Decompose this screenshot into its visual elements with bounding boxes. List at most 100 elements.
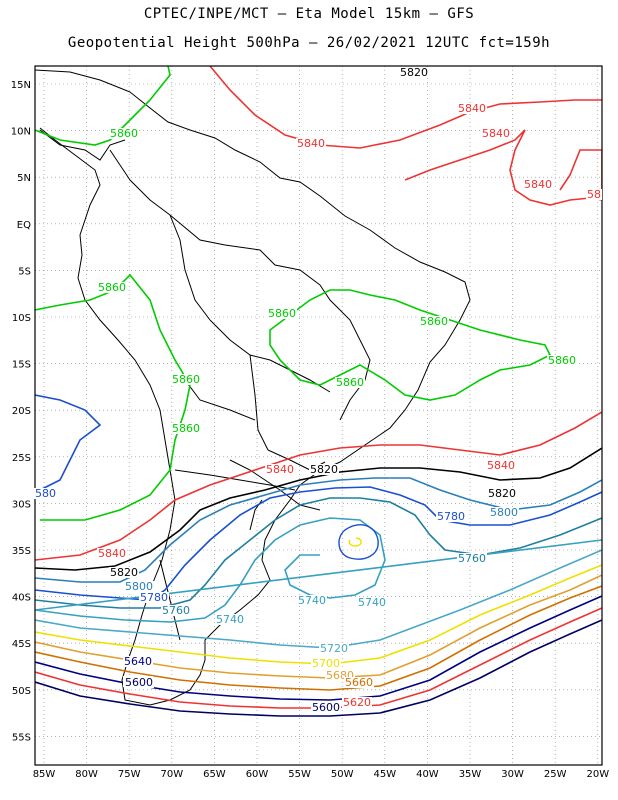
contour-5860-central [35,273,191,521]
low-center-ring [338,524,379,560]
contour-label-bg [267,308,297,319]
contour-5700 [35,564,602,665]
lat-tick-label: 45S [12,639,31,650]
contour-label: 5740 [358,596,386,609]
contour-label-bg [311,658,341,669]
graticule [35,66,602,765]
contour-label: 5720 [320,642,348,655]
lat-tick-label: 10N [11,127,31,138]
contour-label: 5860 [172,373,200,386]
contour-5840-north [209,66,602,149]
coastline-outline [35,69,471,706]
contour-5840-main [35,411,602,561]
lon-tick-label: 70W [160,769,183,780]
contour-label-bg [342,697,372,708]
lon-tick-label: 80W [75,769,98,780]
contour-label: 5840 [482,127,510,140]
contour-label-bg [523,179,553,190]
contour-5600 [35,619,602,717]
contour-5740 [35,517,602,623]
contour-label-bg [311,702,341,713]
lat-tick-label: 40S [12,593,31,604]
contour-5780-west [35,394,102,491]
lon-tick-label: 20W [586,769,609,780]
contour-label-bg [171,374,201,385]
contour-5860-amazon [269,289,552,401]
contour-label: 5760 [162,604,190,617]
contour-label-bg [319,643,349,654]
lon-tick-label: 65W [203,769,226,780]
axis-ticks: 15N 10N 5N EQ 5S 10S 15S 20S 25S 30S 35S 40S 45S 50S 5… [11,80,609,780]
contour-label: 5600 [312,701,340,714]
contour-label: 5860 [268,307,296,320]
plot-frame [34,65,603,766]
contour-5860-north [35,66,171,146]
lat-tick-label: 50S [12,686,31,697]
contour-label: 5740 [216,613,244,626]
low-center [348,537,362,547]
map-subtitle: Geopotential Height 500hPa – 26/02/2021 … [67,35,551,51]
contour-label-bg [399,67,429,78]
contour-label: 5740 [298,594,326,607]
map-title: CPTEC/INPE/MCT – Eta Model 15km – GFS [143,6,475,22]
lat-tick-label: 15S [12,360,31,371]
contour-label: 5700 [312,657,340,670]
contour-label: 5600 [125,676,153,689]
contour-label: 5820 [110,566,138,579]
contour-label: 5860 [548,354,576,367]
contour-label: 5860 [110,127,138,140]
contour-label: 5760 [458,552,486,565]
lon-tick-label: 75W [118,769,141,780]
contour-label: 5840 [297,137,325,150]
lat-tick-label: 5N [17,173,31,184]
contour-label-bg [97,548,127,559]
contour-label: 5820 [488,487,516,500]
contour-5780 [35,486,602,601]
contour-label-bg [215,614,245,625]
lat-tick-label: 10S [12,313,31,324]
contour-label: 58 [587,188,601,201]
contour-label-bg [489,507,519,518]
contour-label-bg [457,553,487,564]
contour-label: 5820 [400,66,428,79]
contour-5820 [35,447,602,571]
contour-label-bg [486,460,516,471]
contour-label: 5840 [98,547,126,560]
lon-tick-label: 25W [544,769,567,780]
contour-label-bg [161,605,191,616]
contour-label-bg [97,282,127,293]
contour-label: 5840 [524,178,552,191]
lon-tick-label: 40W [416,769,439,780]
contour-label-bg [171,423,201,434]
contour-label-bg [296,138,326,149]
contour-label: 5840 [458,102,486,115]
contour-label-bg [586,189,602,200]
contour-label: 5800 [125,580,153,593]
contour-label-bg [335,377,365,388]
contour-label-bg [297,595,327,606]
contour-label: 5640 [124,655,152,668]
lat-tick-label: 15N [11,80,31,91]
lon-tick-label: 45W [373,769,396,780]
contour-label: 5840 [266,463,294,476]
lon-tick-label: 50W [331,769,354,780]
contour-5840-northeast [404,129,602,206]
contour-label: 5800 [490,506,518,519]
lon-tick-label: 60W [246,769,269,780]
lon-tick-label: 35W [459,769,482,780]
contour-label: 5860 [336,376,364,389]
contour-label: 580 [35,487,56,500]
contour-label: 5660 [345,676,373,689]
lon-tick-label: 55W [288,769,311,780]
contour-label-bg [344,677,374,688]
lat-tick-label: EQ [17,220,31,231]
contour-label-bg [124,581,154,592]
lat-tick-label: 5S [18,266,31,277]
lat-tick-label: 35S [12,546,31,557]
contour-label-bg [309,464,339,475]
lat-tick-label: 55S [12,732,31,743]
contour-label: 5780 [140,591,168,604]
contour-label: 5860 [420,315,448,328]
lat-tick-label: 20S [12,406,31,417]
